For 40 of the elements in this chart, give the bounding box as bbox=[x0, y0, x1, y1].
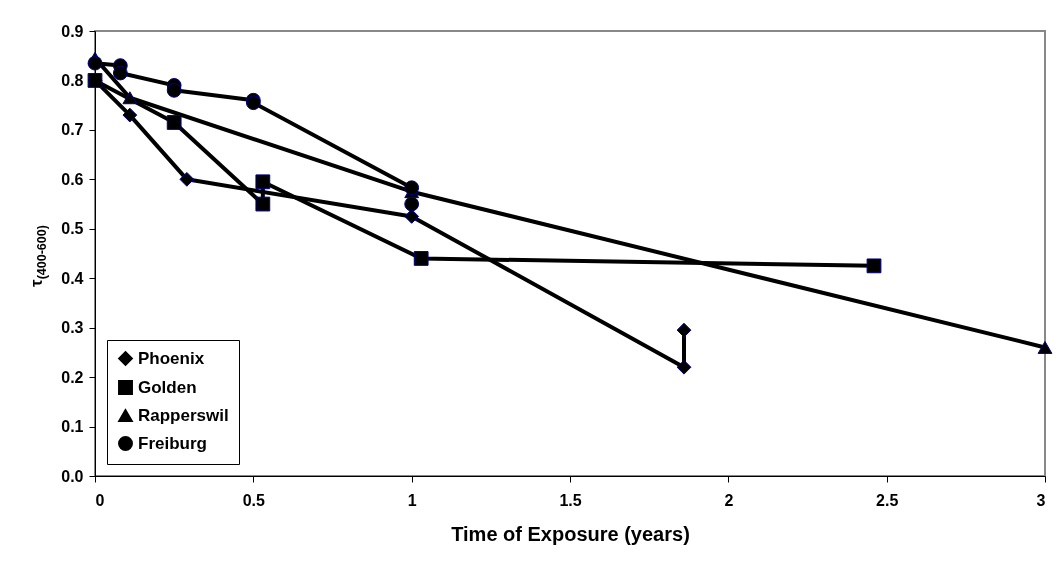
point bbox=[1037, 340, 1053, 354]
point bbox=[179, 171, 195, 187]
x-tick-label: 2.5 bbox=[876, 491, 899, 509]
y-tick-label: 0.5 bbox=[61, 220, 84, 238]
y-tick-label: 0.6 bbox=[61, 170, 84, 188]
y-tick-label: 0.3 bbox=[61, 319, 84, 337]
point bbox=[404, 180, 420, 196]
point bbox=[676, 359, 692, 375]
point bbox=[122, 91, 138, 105]
y-tick-label: 0.4 bbox=[61, 269, 84, 287]
point bbox=[166, 82, 182, 98]
x-tick-label: 1.5 bbox=[559, 491, 582, 509]
legend-label: Phoenix bbox=[138, 348, 205, 368]
point bbox=[866, 258, 882, 274]
y-tick-label: 0.8 bbox=[61, 71, 84, 89]
legend-label: Golden bbox=[138, 377, 197, 397]
x-tick-label: 0 bbox=[95, 491, 105, 509]
x-tick-label: 2 bbox=[724, 491, 734, 509]
x-axis-title: Time of Exposure (years) bbox=[451, 522, 690, 545]
point bbox=[122, 107, 138, 123]
point bbox=[255, 196, 271, 212]
y-tick-label: 0.2 bbox=[61, 368, 84, 386]
point bbox=[112, 65, 128, 81]
legend-label: Rapperswil bbox=[138, 405, 229, 425]
point bbox=[413, 251, 429, 266]
legend-label: Freiburg bbox=[138, 433, 207, 453]
y-tick-label: 0.1 bbox=[61, 418, 84, 436]
point bbox=[676, 322, 692, 338]
y-tick-label: 0.0 bbox=[61, 467, 84, 485]
y-tick-label: 0.9 bbox=[61, 22, 84, 40]
point bbox=[404, 209, 420, 224]
point bbox=[166, 115, 182, 130]
x-tick-label: 1 bbox=[407, 491, 417, 509]
point bbox=[87, 55, 103, 71]
x-tick-label: 0.5 bbox=[242, 491, 266, 509]
point bbox=[87, 73, 103, 88]
y-tick-label: 0.7 bbox=[61, 121, 84, 139]
point bbox=[404, 196, 420, 212]
x-tick-label: 3 bbox=[1036, 491, 1046, 509]
point bbox=[255, 174, 271, 190]
